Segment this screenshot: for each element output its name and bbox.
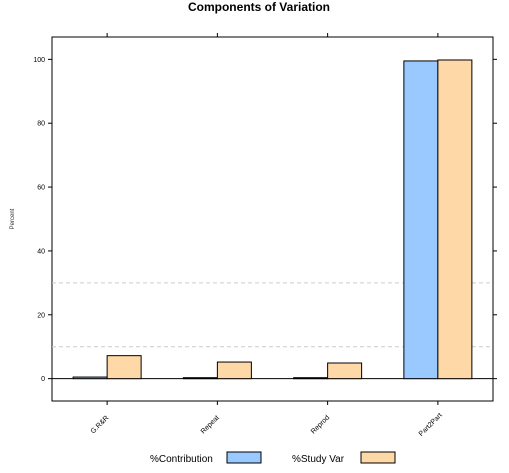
bar--study-var (216, 361, 252, 380)
x-tick-label: Repeat (200, 414, 221, 435)
y-tick-label: 100 (33, 57, 45, 64)
chart-title: Components of Variation (188, 0, 330, 14)
bar--study-var (437, 59, 473, 380)
bar--contribution (182, 377, 218, 380)
legend: %Contribution %Study Var (150, 451, 396, 465)
plot-area: 0 20 40 60 80 100 Percent G.R&R Repeat Reprod Part… (10, 33, 497, 438)
y-axis-label: Percent (10, 208, 16, 229)
legend-label: %Study Var (292, 454, 345, 465)
y-tick-label: 20 (37, 312, 45, 319)
bar--contribution (293, 377, 329, 380)
x-tick-label: Part2Part (418, 412, 444, 438)
legend-swatch (360, 451, 396, 464)
bar--study-var (327, 362, 363, 380)
bar--contribution (403, 60, 439, 380)
y-tick-label: 60 (37, 185, 45, 192)
y-tick-label: 40 (37, 248, 45, 255)
plot-frame (51, 36, 494, 402)
bar--contribution (72, 376, 108, 380)
bar--study-var (106, 355, 142, 380)
y-tick-label: 80 (37, 121, 45, 128)
y-tick-label: 0 (41, 376, 45, 383)
legend-swatch (226, 451, 262, 464)
x-tick-label: G.R&R (90, 415, 111, 436)
legend-label: %Contribution (150, 454, 213, 465)
x-tick-label: Reprod (310, 414, 331, 435)
